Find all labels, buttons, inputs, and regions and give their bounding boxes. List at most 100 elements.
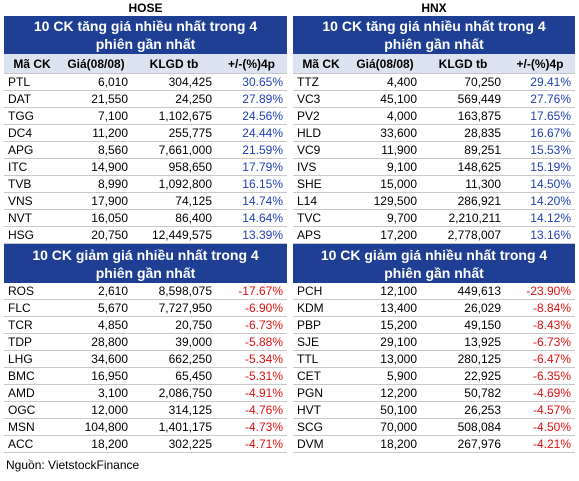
cell: -4.57% (532, 403, 571, 417)
stock-row: PBP 15,200 49,150 -8.43% (293, 317, 575, 334)
column-header: Giá(08/08) (356, 57, 414, 71)
cell: HSG (8, 228, 35, 242)
cell: 2,610 (97, 284, 128, 298)
cell: DVM (297, 437, 324, 451)
stock-row: SHE 15,000 11,300 14.50% (293, 176, 575, 193)
cell: -8.43% (532, 318, 571, 332)
cell: 27.76% (530, 92, 571, 106)
stock-row: VNS 17,900 74,125 14.74% (4, 193, 287, 210)
stock-row: VC3 45,100 569,449 27.76% (293, 91, 575, 108)
cell: OGC (8, 403, 36, 417)
stock-row: ROS 2,610 8,598,075 -17.67% (4, 283, 287, 300)
cell: 24.56% (242, 109, 283, 123)
cell: 15,200 (380, 318, 417, 332)
stock-row: VC9 11,900 89,251 15.53% (293, 142, 575, 159)
cell: 22,925 (464, 369, 501, 383)
cell: 33,600 (380, 126, 417, 140)
stock-row: SJE 29,100 13,925 -6.73% (293, 334, 575, 351)
cell: PTL (8, 75, 31, 89)
stock-row: APG 8,560 7,661,000 21.59% (4, 142, 287, 159)
stock-row: DC4 11,200 255,775 24.44% (4, 125, 287, 142)
cell: -4.71% (244, 437, 283, 451)
cell: 45,100 (380, 92, 417, 106)
cell: 8,598,075 (158, 284, 212, 298)
cell: 39,000 (175, 335, 212, 349)
cell: 8,560 (97, 143, 128, 157)
cell: TGG (8, 109, 34, 123)
cell: TTL (297, 352, 319, 366)
market-panel: HNX 10 CK tăng giá nhiều nhất trong 4 phi… (293, 0, 575, 453)
cell: 27.89% (242, 92, 283, 106)
cell: 2,210,211 (448, 211, 502, 225)
stock-row: PV2 4,000 163,875 17.65% (293, 108, 575, 125)
cell: 50,782 (464, 386, 501, 400)
stock-row: TGG 7,100 1,102,675 24.56% (4, 108, 287, 125)
cell: 5,670 (97, 301, 128, 315)
cell: -6.73% (244, 318, 283, 332)
cell: APG (8, 143, 34, 157)
stock-row: TVB 8,990 1,092,800 16.15% (4, 176, 287, 193)
market-title: HNX (421, 1, 447, 15)
cell: 26,253 (464, 403, 501, 417)
cell: 13,000 (380, 352, 417, 366)
cell: 26,029 (464, 301, 501, 315)
cell: 129,500 (373, 194, 417, 208)
cell: -4.73% (244, 420, 283, 434)
cell: 302,225 (168, 437, 212, 451)
cell: BMC (8, 369, 35, 383)
cell: 11,900 (381, 143, 417, 157)
cell: 18,200 (380, 437, 417, 451)
cell: TCR (8, 318, 33, 332)
column-header: +/-(%)4p (516, 57, 564, 71)
cell: -6.73% (532, 335, 571, 349)
stock-row: TDP 28,800 39,000 -5.88% (4, 334, 287, 351)
stock-row: SCG 70,000 508,084 -4.50% (293, 419, 575, 436)
stock-row: TTL 13,000 280,125 -6.47% (293, 351, 575, 368)
column-header: KLGD tb (438, 57, 488, 71)
stock-row: APS 17,200 2,778,007 13.16% (293, 227, 575, 244)
cell: 15.19% (530, 160, 571, 174)
cell: 16.15% (242, 177, 283, 191)
section-header: 10 CK tăng giá nhiều nhất trong 4 phiên … (4, 16, 287, 54)
cell: -5.34% (244, 352, 283, 366)
stock-row: HLD 33,600 28,835 16.67% (293, 125, 575, 142)
cell: 449,613 (457, 284, 501, 298)
cell: TVB (8, 177, 32, 191)
column-header: Mã CK (13, 57, 51, 71)
stock-row: ITC 14,900 958,650 17.79% (4, 159, 287, 176)
cell: 20,750 (91, 228, 128, 242)
cell: 12,100 (380, 284, 417, 298)
cell: FLC (8, 301, 31, 315)
cell: KDM (297, 301, 324, 315)
cell: 255,775 (168, 126, 212, 140)
cell: 11,300 (465, 177, 501, 191)
stock-row: BMC 16,950 65,450 -5.31% (4, 368, 287, 385)
stock-row: LHG 34,600 662,250 -5.34% (4, 351, 287, 368)
cell: 17,200 (380, 228, 417, 242)
cell: 11,200 (92, 126, 128, 140)
market-title: HOSE (128, 1, 163, 15)
cell: ROS (8, 284, 35, 298)
cell: HVT (297, 403, 321, 417)
cell: 14.20% (530, 194, 571, 208)
section-header: 10 CK tăng giá nhiều nhất trong 4 phiên … (293, 16, 575, 54)
cell: 14.74% (242, 194, 283, 208)
cell: AMD (8, 386, 35, 400)
stock-row: DAT 21,550 24,250 27.89% (4, 91, 287, 108)
cell: HLD (297, 126, 322, 140)
cell: 9,700 (386, 211, 417, 225)
column-header-row: Mã CK Giá(08/08) KLGD tb +/-(%)4p (293, 54, 575, 74)
cell: 14.64% (242, 211, 283, 225)
cell: APS (297, 228, 322, 242)
cell: SJE (297, 335, 320, 349)
stock-row: PCH 12,100 449,613 -23.90% (293, 283, 575, 300)
cell: 4,000 (386, 109, 417, 123)
cell: -4.50% (532, 420, 571, 434)
stock-row: DVM 18,200 267,976 -4.21% (293, 436, 575, 453)
cell: -4.91% (244, 386, 283, 400)
cell: TVC (297, 211, 321, 225)
cell: NVT (8, 211, 32, 225)
cell: 14.12% (530, 211, 571, 225)
cell: 2,086,750 (158, 386, 212, 400)
cell: 50,100 (380, 403, 417, 417)
